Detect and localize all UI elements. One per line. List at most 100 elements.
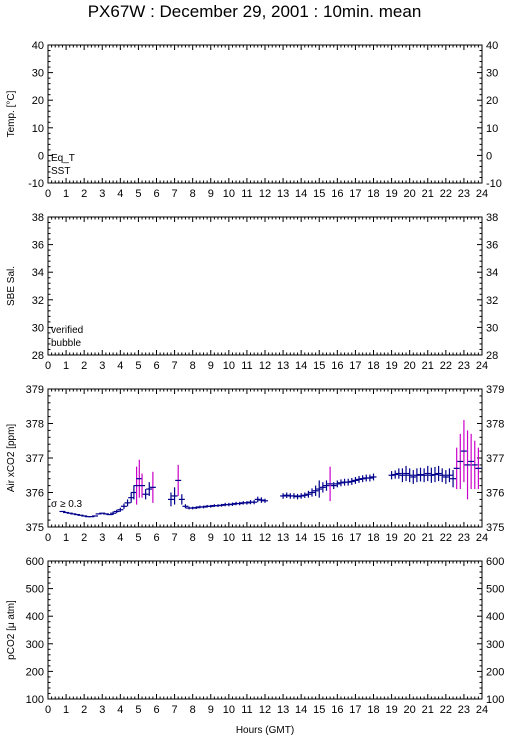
x-tick-label: 17 [349,188,361,200]
y-tick-label-left: 376 [26,488,44,500]
x-tick-label: 15 [313,704,325,716]
y-tick-label-right: 375 [486,522,504,534]
x-tick-label: 13 [277,188,289,200]
y-tick-label-left: 379 [26,384,44,396]
x-tick-label: 24 [476,360,488,372]
x-tick-label: 19 [385,532,397,544]
x-tick-label: 1 [63,704,69,716]
x-tick-label: 6 [153,532,159,544]
y-tick-label-left: 600 [26,556,44,568]
x-tick-label: 1 [63,188,69,200]
x-tick-label: 14 [295,188,307,200]
x-tick-label: 17 [349,360,361,372]
x-tick-label: 15 [313,188,325,200]
x-tick-label: 24 [476,532,488,544]
x-tick-label: 2 [81,532,87,544]
x-tick-label: 4 [117,532,123,544]
y-tick-label-left: 200 [26,666,44,678]
y-tick-label-right: 32 [486,295,498,307]
y-tick-label-right: 30 [486,322,498,334]
x-tick-label: 20 [404,532,416,544]
x-tick-label: 8 [190,704,196,716]
y-tick-label-left: 20 [32,95,44,107]
y-tick-label-left: 0 [38,150,44,162]
y-tick-label-right: 30 [486,68,498,80]
x-tick-label: 18 [367,704,379,716]
x-tick-label: 5 [135,360,141,372]
y-tick-label-right: 379 [486,384,504,396]
x-tick-label: 11 [241,360,252,372]
x-tick-label: 22 [440,704,452,716]
y-tick-label-right: 500 [486,584,504,596]
y-tick-label-right: 200 [486,666,504,678]
x-tick-label: 7 [172,704,178,716]
y-tick-label-right: 100 [486,694,504,706]
plot-frame [47,560,483,700]
x-tick-label: 9 [208,704,214,716]
x-tick-label: 14 [295,532,307,544]
y-tick-label-left: 30 [32,322,44,334]
x-tick-label: 0 [45,532,51,544]
x-tick-label: 5 [135,704,141,716]
x-tick-label: 8 [190,360,196,372]
y-tick-label-left: 377 [26,453,44,465]
x-tick-label: 13 [277,704,289,716]
x-tick-label: 4 [117,360,123,372]
y-tick-label-left: 400 [26,611,44,623]
x-tick-label: 22 [440,360,452,372]
y-tick-label-right: 28 [486,350,498,362]
legend-label: Eq_T [51,153,75,164]
x-tick-label: 11 [241,704,252,716]
y-tick-label-left: 28 [32,350,44,362]
x-tick-label: 16 [331,532,343,544]
x-tick-label: 5 [135,532,141,544]
x-tick-label: 22 [440,532,452,544]
y-axis-label: Air xCO2 [ppm] [6,424,17,493]
x-tick-label: 4 [117,704,123,716]
y-tick-label-left: 100 [26,694,44,706]
x-tick-label: 4 [117,188,123,200]
x-tick-label: 7 [172,360,178,372]
x-tick-label: 9 [208,188,214,200]
x-tick-label: 16 [331,704,343,716]
x-tick-label: 8 [190,532,196,544]
x-tick-label: 23 [458,532,470,544]
y-tick-label-left: -10 [28,178,44,190]
x-tick-label: 11 [241,532,252,544]
x-tick-label: 2 [81,704,87,716]
x-tick-label: 17 [349,532,361,544]
y-axis-label: Temp. [°C] [6,90,17,137]
y-tick-label-left: 40 [32,40,44,52]
x-tick-label: 23 [458,188,470,200]
x-axis-label: Hours (GMT) [236,725,294,736]
x-tick-label: 24 [476,704,488,716]
x-tick-label: 3 [99,188,105,200]
y-tick-label-left: 378 [26,419,44,431]
plot-frame [47,388,483,528]
x-tick-label: 2 [81,188,87,200]
x-tick-label: 3 [99,532,105,544]
x-tick-label: 19 [385,188,397,200]
y-axis-label: SBE Sal. [6,266,17,306]
x-tick-label: 24 [476,188,488,200]
x-tick-label: 15 [313,360,325,372]
y-tick-label-left: 36 [32,240,44,252]
x-tick-label: 12 [259,188,271,200]
y-tick-label-right: 20 [486,95,498,107]
y-tick-label-right: 34 [486,267,498,279]
x-tick-label: 20 [404,704,416,716]
x-tick-label: 5 [135,188,141,200]
x-tick-label: 19 [385,704,397,716]
x-tick-label: 21 [422,532,434,544]
x-tick-label: 13 [277,532,289,544]
x-tick-label: 15 [313,532,325,544]
x-tick-label: 16 [331,188,343,200]
y-tick-label-left: 375 [26,522,44,534]
y-tick-label-right: 400 [486,611,504,623]
x-tick-label: 6 [153,704,159,716]
y-tick-label-left: 10 [32,123,44,135]
x-tick-label: 11 [241,188,252,200]
y-tick-label-left: 300 [26,639,44,651]
x-tick-label: 18 [367,360,379,372]
